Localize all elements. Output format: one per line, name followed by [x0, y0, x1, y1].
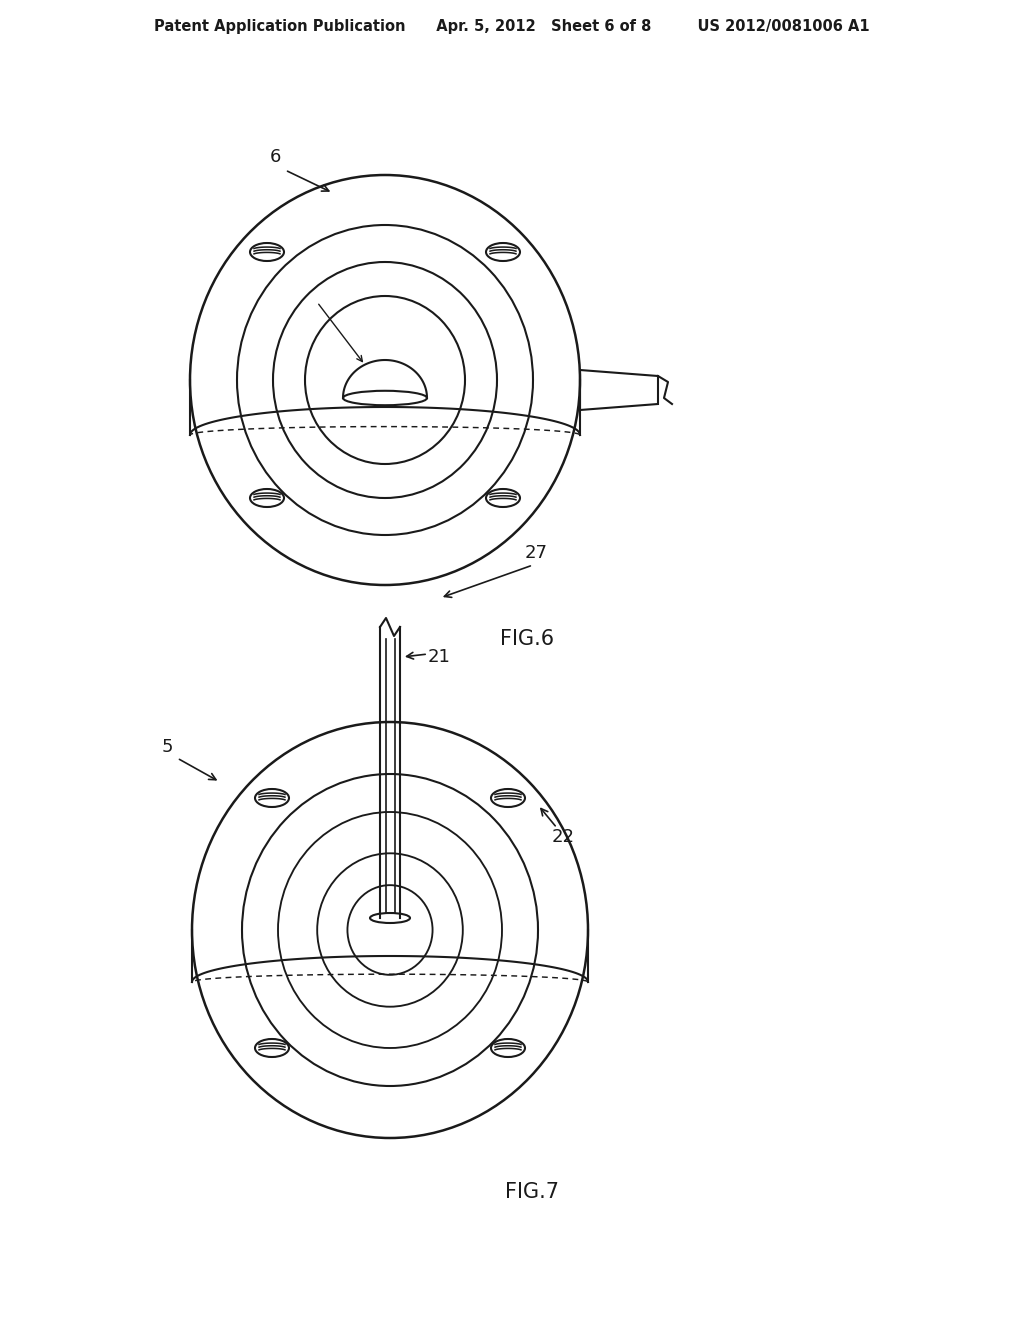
Text: 6: 6	[270, 148, 282, 166]
Text: FIG.6: FIG.6	[500, 630, 554, 649]
Text: 27: 27	[525, 544, 548, 562]
Text: Patent Application Publication      Apr. 5, 2012   Sheet 6 of 8         US 2012/: Patent Application Publication Apr. 5, 2…	[155, 20, 869, 34]
Text: FIG.7: FIG.7	[505, 1181, 559, 1203]
Text: 22: 22	[552, 828, 575, 846]
Text: 5: 5	[162, 738, 173, 756]
Text: 21: 21	[428, 648, 451, 667]
Ellipse shape	[370, 913, 410, 923]
